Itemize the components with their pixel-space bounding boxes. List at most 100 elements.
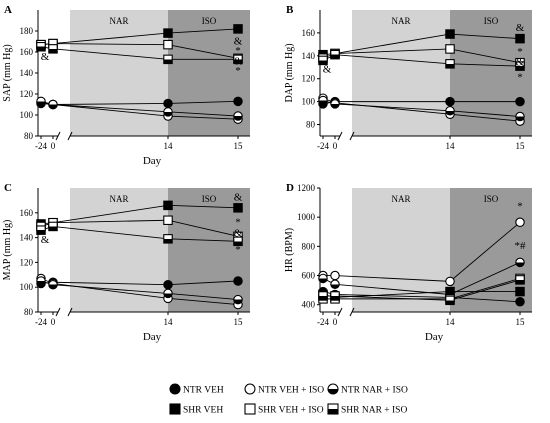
panel-letter: C: [4, 182, 12, 194]
data-point-ntr-veh: [515, 96, 525, 107]
legend-marker: [244, 403, 256, 415]
phase-label-iso: ISO: [484, 194, 499, 204]
phase-label-iso: ISO: [202, 194, 217, 204]
data-point-ntr-veh-iso: [515, 217, 525, 228]
data-point-ntr-nar-iso: [515, 111, 525, 122]
data-point-shr-nar-iso: [36, 41, 46, 52]
x-tick-label: 14: [446, 317, 456, 327]
series-line-ntr-veh: [40, 100, 239, 105]
panel-A: NAR ISO 80 100 120 140 160 180 -24 0 14 15 Day SAP (m…: [2, 4, 250, 167]
series-line-ntr-veh: [322, 291, 521, 303]
series-line-shr-veh: [322, 33, 521, 56]
data-point-ntr-veh: [445, 96, 455, 107]
data-point-ntr-veh: [163, 279, 173, 290]
phase-region-nar: [352, 10, 450, 136]
y-tick-label: 800: [302, 241, 316, 251]
phase-label-nar: NAR: [109, 16, 128, 26]
data-point-ntr-nar-iso: [445, 106, 455, 116]
x-tick-label: -24: [317, 317, 329, 327]
significance-annotation: &: [516, 57, 525, 69]
phase-label-iso: ISO: [484, 16, 499, 26]
y-tick-label: 1000: [297, 212, 316, 222]
legend-label: NTR VEH: [183, 386, 224, 396]
significance-annotation: &: [234, 192, 243, 204]
data-point-shr-veh-iso: [445, 44, 455, 54]
series-line-shr-veh-iso: [40, 219, 239, 237]
data-point-ntr-veh: [515, 297, 525, 307]
significance-annotation: &: [41, 51, 50, 63]
data-point-ntr-nar-iso: [233, 294, 243, 305]
legend: NTR VEH NTR VEH + ISO NTR NAR + ISO SHR VEH…: [169, 383, 408, 416]
data-point-shr-nar-iso: [318, 55, 328, 66]
data-point-ntr-nar-iso: [318, 95, 328, 106]
data-point-ntr-veh: [163, 98, 173, 109]
y-tick-label: 100: [20, 282, 34, 292]
data-point-shr-nar-iso: [445, 295, 455, 306]
data-point-shr-nar-iso: [445, 59, 455, 69]
x-tick-label: 15: [516, 141, 526, 151]
series-line-ntr-nar-iso: [322, 100, 521, 117]
data-point-shr-nar-iso: [515, 61, 525, 71]
data-point-shr-nar-iso: [163, 54, 173, 65]
significance-annotation: &: [516, 22, 525, 34]
y-tick-label: 160: [20, 47, 34, 57]
legend-label: SHR NAR + ISO: [341, 406, 407, 416]
axis-break-mark: [55, 307, 61, 317]
data-point-shr-veh: [163, 200, 173, 211]
legend-label: NTR NAR + ISO: [341, 386, 408, 396]
x-tick-label: 14: [164, 141, 174, 151]
significance-annotation: &: [234, 228, 243, 240]
axis-break-mark: [349, 131, 355, 141]
data-point-ntr-nar-iso: [36, 96, 46, 107]
significance-annotation: &: [234, 35, 243, 47]
legend-marker: [169, 383, 181, 395]
axis-break-mark: [55, 131, 61, 141]
series-line-ntr-veh: [322, 101, 520, 105]
x-axis-label: Day: [143, 331, 162, 343]
data-point-ntr-nar-iso: [515, 257, 525, 268]
y-tick-label: 120: [302, 74, 316, 84]
panel-C: NAR ISO 80 100 120 140 160 -24 0 14 15 Day MAP (mm H…: [2, 182, 250, 343]
legend-label: SHR VEH: [183, 406, 223, 416]
data-point-ntr-nar-iso: [48, 279, 58, 290]
x-tick-label: -24: [35, 317, 47, 327]
y-tick-label: 140: [20, 233, 34, 243]
series-line-ntr-nar-iso: [40, 280, 239, 301]
y-tick-label: 180: [20, 26, 34, 36]
y-tick-label: 160: [20, 208, 34, 218]
data-point-ntr-veh-iso: [330, 270, 340, 281]
x-tick-label: 15: [234, 141, 244, 151]
data-point-shr-nar-iso: [515, 275, 525, 285]
series-line-shr-nar-iso: [322, 54, 521, 67]
significance-annotation: *: [235, 65, 241, 77]
significance-annotation: &: [41, 234, 50, 246]
y-tick-label: 100: [302, 97, 316, 107]
panel-letter: D: [286, 182, 294, 194]
y-tick-label: 160: [302, 28, 316, 38]
series-line-ntr-nar-iso: [40, 100, 239, 117]
data-point-shr-nar-iso: [233, 236, 243, 247]
axis-break-mark: [67, 131, 73, 141]
y-tick-label: 120: [20, 89, 34, 99]
series-line-shr-veh-iso: [323, 278, 521, 300]
panel-D: NAR ISO 400 600 800 1000 1200 -24 0 14 15 Day HR (BP…: [284, 182, 532, 343]
y-tick-label: 600: [302, 271, 316, 281]
axis-break-mark: [67, 307, 73, 317]
data-point-shr-nar-iso: [48, 44, 58, 54]
axis-break-mark: [349, 307, 355, 317]
significance-annotation: *: [517, 46, 523, 58]
y-tick-label: 140: [302, 51, 316, 61]
data-point-ntr-nar-iso: [330, 99, 340, 109]
series-line-shr-veh-iso: [40, 43, 239, 59]
significance-annotation: *#: [515, 240, 527, 252]
y-axis-label: DAP (mm Hg): [284, 43, 295, 102]
significance-annotation: &: [323, 63, 332, 75]
y-tick-label: 100: [20, 110, 34, 120]
series-line-ntr-nar-iso: [322, 261, 521, 295]
series-line-ntr-veh-iso: [40, 278, 239, 306]
panel-letter: B: [286, 4, 294, 16]
y-tick-label: 80: [24, 131, 34, 141]
data-point-ntr-nar-iso: [330, 279, 340, 290]
